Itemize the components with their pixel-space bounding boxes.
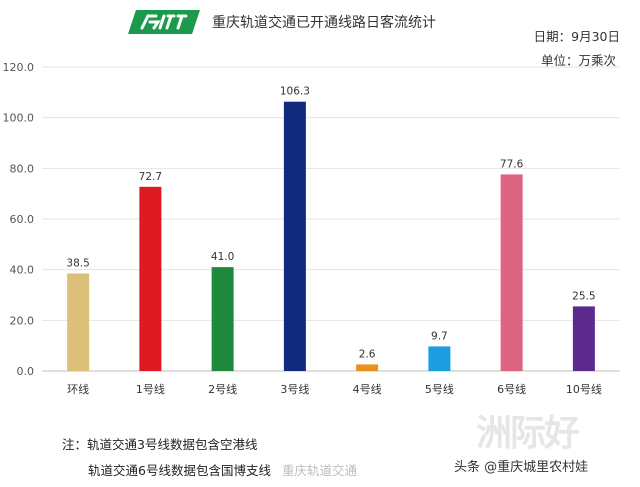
watermark-large: 洲际好 xyxy=(476,413,580,454)
data-label: 77.6 xyxy=(500,158,524,170)
bar xyxy=(283,101,306,371)
bar-chart: 0.0 20.0 40.0 60.0 80.0 100.0 120.0 38.5 环线 72.7 1… xyxy=(3,61,620,396)
chart-title: 重庆轨道交通已开通线路日客流统计 xyxy=(212,15,436,31)
bar xyxy=(356,364,379,371)
data-label: 2.6 xyxy=(359,348,376,360)
y-tick-label: 100.0 xyxy=(3,112,35,125)
footnote-line-2: 轨道交通6号线数据包含国博支线 xyxy=(88,463,271,478)
y-tick-label: 20.0 xyxy=(10,314,35,327)
x-tick-label: 10号线 xyxy=(566,382,602,396)
x-tick-label: 2号线 xyxy=(208,382,237,396)
bar xyxy=(572,306,595,371)
y-tick-label: 0.0 xyxy=(17,365,35,378)
source-credit: 头条 @重庆城里农村娃 xyxy=(454,460,589,475)
y-tick-label: 60.0 xyxy=(10,213,35,226)
bar xyxy=(211,267,234,371)
bar xyxy=(67,273,90,371)
bar xyxy=(428,346,451,371)
unit-label: 单位：万乘次 xyxy=(540,53,616,68)
data-label: 25.5 xyxy=(572,290,595,302)
bar xyxy=(500,174,523,371)
x-tick-label: 1号线 xyxy=(136,382,165,396)
x-tick-label: 环线 xyxy=(67,382,89,396)
x-tick-label: 5号线 xyxy=(425,382,454,396)
x-tick-label: 4号线 xyxy=(353,382,382,396)
data-label: 72.7 xyxy=(139,171,162,183)
data-label: 106.3 xyxy=(280,86,310,98)
x-tick-label: 6号线 xyxy=(497,382,526,396)
bar xyxy=(139,186,162,371)
data-label: 9.7 xyxy=(431,330,448,342)
footnote-line-1: 注：轨道交通3号线数据包含空港线 xyxy=(62,437,258,452)
y-tick-label: 120.0 xyxy=(3,61,35,74)
data-label: 38.5 xyxy=(66,257,89,269)
x-tick-label: 3号线 xyxy=(280,382,309,396)
watermark-center: 重庆轨道交通 xyxy=(282,463,358,478)
y-tick-label: 80.0 xyxy=(10,162,35,175)
y-tick-label: 40.0 xyxy=(10,264,35,277)
logo-icon xyxy=(128,10,200,34)
data-label: 41.0 xyxy=(211,251,234,263)
date-label: 日期：9月30日 xyxy=(533,29,620,44)
